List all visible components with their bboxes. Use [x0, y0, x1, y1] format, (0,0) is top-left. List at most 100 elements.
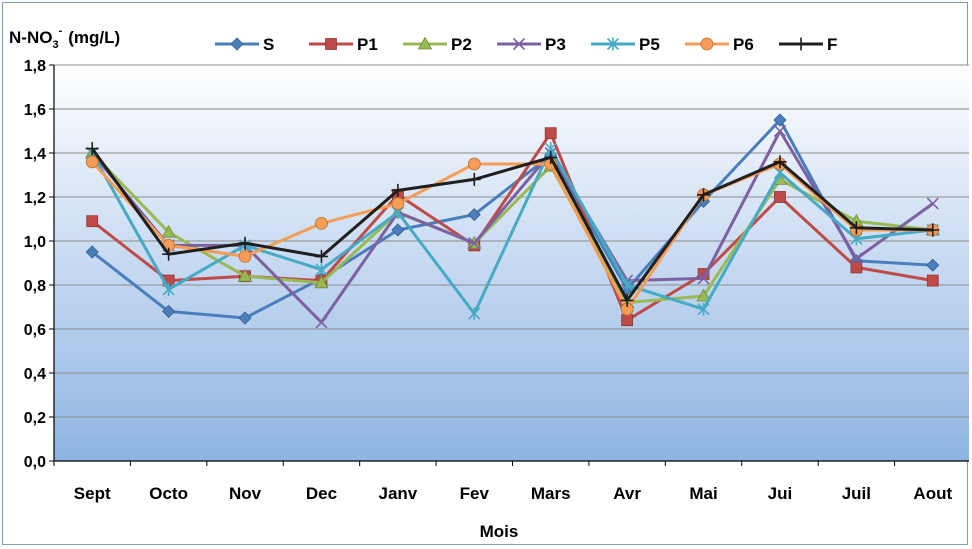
data-point-p2 [696, 288, 711, 302]
legend-label-p2: P2 [451, 35, 472, 54]
y-axis-title-unit: (mg/L) [68, 28, 120, 47]
data-point-p6 [467, 157, 481, 171]
data-point-f [314, 249, 328, 263]
data-point-f [544, 150, 558, 164]
legend: S P1 P2 P3 P5 P6 F [215, 35, 837, 54]
series-group [85, 113, 940, 329]
series-line-p6 [91, 160, 933, 311]
legend-marker-p6 [700, 37, 714, 51]
data-point-f [849, 221, 863, 235]
data-point-s [773, 113, 787, 127]
axes [49, 64, 969, 466]
data-point-p6 [315, 216, 328, 230]
legend-marker-p2 [417, 36, 433, 50]
legend-label-p6: P6 [733, 35, 754, 54]
data-point-f [238, 236, 252, 250]
data-point-p1 [774, 191, 786, 203]
y-tick-label: 1,4 [24, 146, 46, 163]
legend-item-p5: P5 [591, 35, 660, 54]
x-tick-label: Janv [379, 484, 418, 503]
legend-marker-p3 [512, 37, 526, 51]
data-point-p1 [86, 215, 99, 228]
data-point-p2 [237, 268, 253, 282]
line-chart: 0,0 0,2 0,4 0,6 0,8 1,0 1,2 1,4 1,6 1,8 Sept Octo No… [9, 25, 969, 541]
data-point-p6 [391, 197, 405, 211]
y-axis-title-main: N-NO [9, 28, 52, 47]
series-line-p1 [91, 131, 934, 322]
series-line-f [90, 147, 933, 302]
data-point-p1 [926, 274, 939, 287]
data-point-p2 [161, 224, 176, 238]
data-point-p3 [926, 197, 939, 210]
series-line-p2 [91, 151, 933, 305]
legend-label-s: S [263, 35, 274, 54]
y-tick-label: 1,8 [24, 58, 46, 75]
data-point-p5 [621, 278, 634, 292]
data-point-f [697, 188, 711, 202]
legend-marker-p1 [325, 38, 337, 50]
data-point-s [391, 223, 405, 237]
y-tick-label: 0,8 [24, 278, 46, 295]
data-point-s [467, 208, 481, 222]
y-tick-label: 1,2 [24, 190, 46, 207]
legend-marker-p5 [606, 37, 620, 51]
x-tick-label: Aout [913, 484, 952, 503]
x-tick-label: Avr [613, 484, 641, 503]
y-tick-label: 0,2 [24, 410, 46, 427]
data-point-p5 [468, 307, 481, 321]
data-point-p3 [773, 124, 787, 138]
x-axis-title: Mois [480, 522, 519, 541]
data-point-s [238, 311, 252, 325]
data-point-p6 [238, 249, 252, 263]
data-point-p5 [315, 263, 328, 277]
x-tick-label: Jui [768, 484, 793, 503]
data-point-s [162, 304, 176, 318]
data-point-f [773, 155, 787, 169]
x-tick-label: Dec [306, 484, 337, 503]
data-point-f [620, 293, 634, 307]
data-point-p3 [315, 316, 328, 329]
legend-item-p1: P1 [309, 35, 378, 54]
x-tick-label: Sept [74, 484, 111, 503]
legend-item-f: F [779, 35, 837, 54]
data-point-p5 [162, 282, 175, 296]
data-point-p3 [697, 272, 710, 285]
data-point-f [926, 223, 940, 237]
data-point-p2 [314, 275, 329, 289]
data-point-p6 [85, 155, 99, 169]
data-point-f [85, 142, 99, 156]
legend-label-p5: P5 [639, 35, 660, 54]
data-point-s [926, 258, 940, 272]
data-point-f [162, 247, 176, 261]
data-point-p1 [621, 314, 634, 327]
series-f [85, 142, 940, 307]
legend-label-f: F [827, 35, 837, 54]
series-line-s [91, 118, 933, 320]
legend-item-s: S [215, 35, 274, 54]
data-point-p3 [850, 252, 863, 265]
y-axis-title-sub: 3 [52, 39, 58, 51]
data-point-p5 [697, 302, 710, 316]
data-point-p3 [468, 237, 481, 250]
data-point-p1 [850, 261, 863, 274]
data-point-f [467, 172, 481, 186]
y-tick-label: 1,0 [24, 234, 46, 251]
x-tick-label: Nov [229, 484, 262, 503]
legend-item-p3: P3 [497, 35, 566, 54]
x-tick-label: Mai [689, 484, 717, 503]
plot-area [54, 65, 969, 461]
data-point-f [391, 183, 405, 197]
tick-labels: 0,0 0,2 0,4 0,6 0,8 1,0 1,2 1,4 1,6 1,8 Sept Octo No… [24, 58, 953, 503]
x-tick-label: Mars [531, 484, 571, 503]
y-tick-label: 1,6 [24, 102, 46, 119]
legend-marker-f [794, 37, 808, 51]
legend-item-p2: P2 [403, 35, 472, 54]
legend-label-p3: P3 [545, 35, 566, 54]
y-tick-label: 0,4 [24, 366, 46, 383]
x-tick-label: Fev [460, 484, 490, 503]
legend-label-p1: P1 [357, 35, 378, 54]
y-tick-label: 0,6 [24, 322, 46, 339]
legend-item-p6: P6 [685, 35, 754, 54]
x-tick-label: Juil [842, 484, 871, 503]
